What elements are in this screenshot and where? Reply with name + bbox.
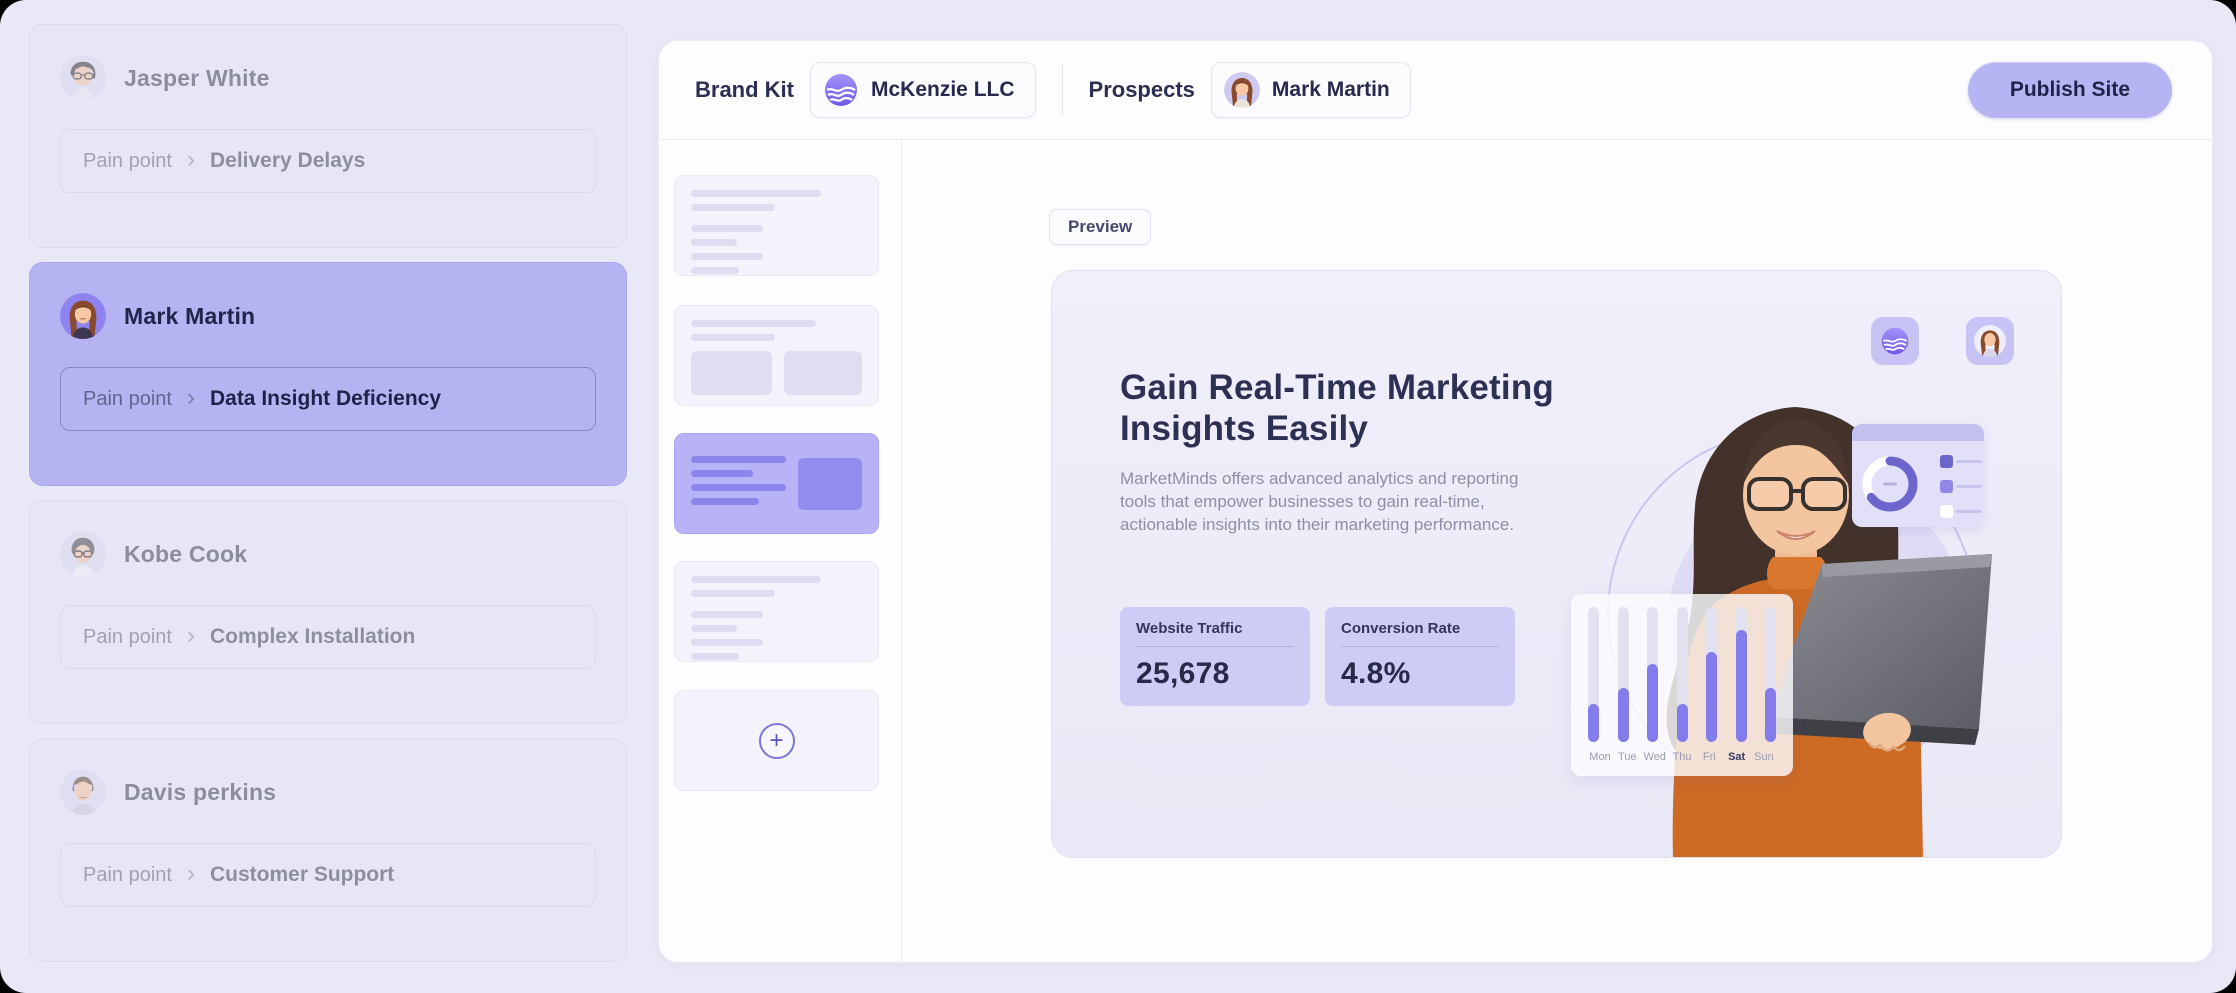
- widget-header-bar: [1852, 424, 1984, 441]
- chevron-right-icon: ›: [186, 145, 195, 173]
- section-thumbnail-2[interactable]: [674, 305, 879, 406]
- toolbar-bottom-divider: [659, 139, 2212, 140]
- brand-kit-chip[interactable]: McKenzie LLC: [810, 62, 1036, 118]
- stat-conversion-rate: Conversion Rate 4.8%: [1325, 607, 1515, 706]
- prospect-name: Kobe Cook: [124, 540, 248, 567]
- pain-point-value: Delivery Delays: [209, 149, 366, 172]
- day-label: Fri: [1702, 751, 1716, 763]
- section-thumbnail-1[interactable]: [674, 175, 879, 276]
- brand-logo-badge: [1871, 317, 1919, 365]
- brand-name: McKenzie LLC: [871, 78, 1015, 101]
- chevron-right-icon: ›: [186, 383, 195, 411]
- day-label: Sun: [1754, 751, 1774, 763]
- pain-point-label: Pain point: [83, 387, 172, 410]
- preview-badge-label: Preview: [1068, 217, 1133, 236]
- top-toolbar: Brand Kit McKenzie LLC Prospects Mark Ma…: [659, 41, 2212, 139]
- bar-chart: [1588, 607, 1776, 742]
- pain-point-row[interactable]: Pain point › Customer Support: [60, 843, 596, 907]
- preview-badge: Preview: [1049, 209, 1152, 245]
- stat-divider: [1136, 646, 1294, 647]
- prospects-sidebar: Jasper White Pain point › Delivery Delay…: [29, 24, 627, 976]
- pain-point-value: Complex Installation: [209, 625, 416, 648]
- avatar: [60, 769, 106, 815]
- pain-point-value: Customer Support: [209, 863, 395, 886]
- brand-kit-label: Brand Kit: [695, 77, 794, 102]
- prospect-name: Mark Martin: [1271, 78, 1390, 101]
- hero-title: Gain Real-Time Marketing Insights Easily: [1120, 368, 1554, 448]
- toolbar-divider: [1061, 64, 1063, 116]
- publish-site-button[interactable]: Publish Site: [1967, 62, 2172, 118]
- donut-dashboard-widget: [1852, 424, 1984, 527]
- prospect-card-jasper-white[interactable]: Jasper White Pain point › Delivery Delay…: [29, 24, 627, 248]
- stat-website-traffic: Website Traffic 25,678: [1120, 607, 1310, 706]
- plus-icon: +: [758, 722, 795, 759]
- editor-panel: Brand Kit McKenzie LLC Prospects Mark Ma…: [658, 40, 2213, 964]
- brand-logo-icon: [823, 72, 859, 108]
- hero-preview-card[interactable]: Gain Real-Time Marketing Insights Easily…: [1051, 270, 2062, 858]
- prospect-chip[interactable]: Mark Martin: [1210, 62, 1411, 118]
- weekly-bar-chart-card: Mon Tue Wed Thu Fri Sat Sun: [1571, 594, 1793, 776]
- pain-point-value: Data Insight Deficiency: [209, 387, 442, 410]
- day-label: Wed: [1643, 751, 1666, 763]
- prospect-card-davis-perkins[interactable]: Davis perkins Pain point › Customer Supp…: [29, 738, 627, 962]
- rail-divider: [901, 140, 902, 964]
- prospect-name: Jasper White: [124, 64, 270, 91]
- section-thumbnail-4[interactable]: [674, 561, 879, 662]
- stat-label: Conversion Rate: [1341, 620, 1461, 637]
- hero-description: MarketMinds offers advanced analytics an…: [1120, 469, 1519, 534]
- day-label-highlighted: Sat: [1728, 751, 1746, 763]
- stat-value: 4.8%: [1341, 657, 1411, 690]
- stat-value: 25,678: [1136, 657, 1230, 690]
- prospect-name: Mark Martin: [124, 302, 256, 329]
- pain-point-row[interactable]: Pain point › Delivery Delays: [60, 129, 596, 193]
- chevron-right-icon: ›: [186, 621, 195, 649]
- pain-point-row[interactable]: Pain point › Data Insight Deficiency: [60, 367, 596, 431]
- pain-point-label: Pain point: [83, 863, 172, 886]
- day-label: Mon: [1589, 751, 1611, 763]
- prospect-name: Davis perkins: [124, 778, 277, 805]
- avatar: [60, 55, 106, 101]
- section-thumbnail-rail: +: [659, 140, 901, 964]
- prospect-card-kobe-cook[interactable]: Kobe Cook Pain point › Complex Installat…: [29, 500, 627, 724]
- pain-point-label: Pain point: [83, 625, 172, 648]
- day-label: Tue: [1618, 751, 1637, 763]
- stat-divider: [1341, 646, 1499, 647]
- stat-label: Website Traffic: [1136, 620, 1243, 637]
- avatar: [60, 531, 106, 577]
- avatar: [60, 293, 106, 339]
- prospects-label: Prospects: [1088, 77, 1195, 102]
- chevron-right-icon: ›: [186, 859, 195, 887]
- donut-chart-icon: [1862, 456, 1918, 512]
- pain-point-label: Pain point: [83, 149, 172, 172]
- hero-stats: Website Traffic 25,678 Conversion Rate 4…: [1120, 607, 1515, 706]
- pain-point-row[interactable]: Pain point › Complex Installation: [60, 605, 596, 669]
- day-label: Thu: [1672, 751, 1692, 763]
- prospect-avatar-badge: [1966, 317, 2014, 365]
- prospect-avatar: [1223, 72, 1260, 108]
- day-labels: Mon Tue Wed Thu Fri Sat Sun: [1588, 751, 1776, 763]
- add-section-button[interactable]: +: [674, 690, 879, 791]
- prospect-card-mark-martin[interactable]: Mark Martin Pain point › Data Insight De…: [29, 262, 627, 486]
- section-thumbnail-3-selected[interactable]: [674, 433, 879, 534]
